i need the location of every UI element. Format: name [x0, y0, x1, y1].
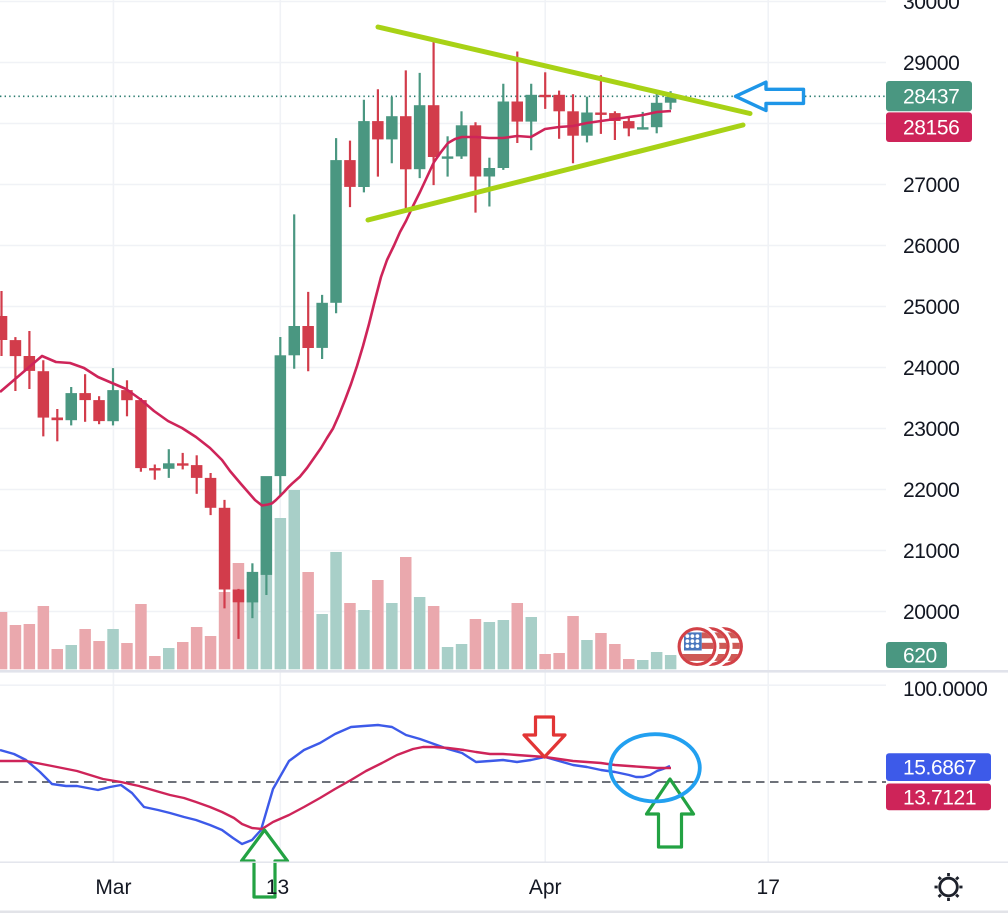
svg-text:29000: 29000 — [903, 52, 959, 75]
svg-text:13: 13 — [266, 876, 289, 899]
svg-text:22000: 22000 — [903, 479, 959, 502]
svg-text:13.7121: 13.7121 — [903, 786, 976, 809]
svg-text:28437: 28437 — [903, 86, 959, 109]
svg-text:100.0000: 100.0000 — [903, 678, 987, 701]
svg-text:Apr: Apr — [529, 876, 562, 899]
svg-text:25000: 25000 — [903, 296, 959, 319]
svg-text:21000: 21000 — [903, 540, 959, 563]
svg-text:Mar: Mar — [95, 876, 131, 899]
svg-text:15.6867: 15.6867 — [903, 757, 976, 780]
svg-text:24000: 24000 — [903, 357, 959, 380]
svg-text:23000: 23000 — [903, 418, 959, 441]
svg-text:17: 17 — [757, 876, 780, 899]
svg-text:30000: 30000 — [903, 0, 959, 14]
svg-text:27000: 27000 — [903, 174, 959, 197]
svg-text:20000: 20000 — [903, 601, 959, 624]
svg-text:620: 620 — [903, 645, 937, 668]
svg-text:28156: 28156 — [903, 117, 959, 140]
svg-text:26000: 26000 — [903, 235, 959, 258]
